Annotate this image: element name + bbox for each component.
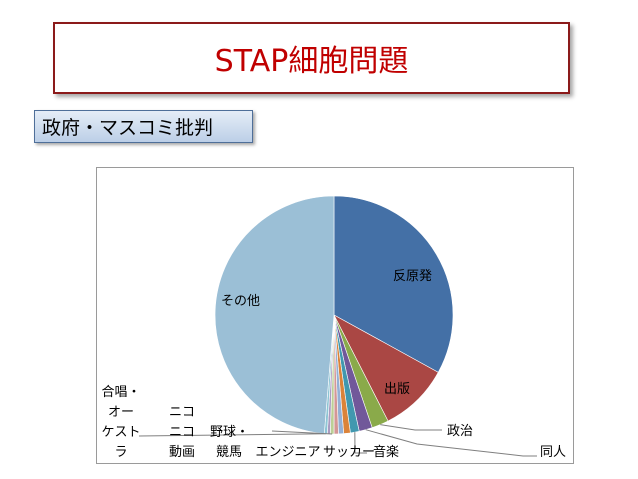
pie-slice-0 — [333, 195, 454, 373]
slice-label-3: 同人 — [540, 445, 566, 460]
slide-subtitle: 政府・マスコミ批判 — [42, 117, 214, 139]
slice-label-9: ニコニコ動画 — [169, 405, 195, 460]
leader-line-4 — [354, 432, 367, 454]
leader-line-3 — [365, 429, 537, 457]
slide-subtitle-box: 政府・マスコミ批判 — [34, 110, 253, 143]
chart-frame: 反原発出版 その他政治同人 音楽 サッカー エンジニア 競馬 野球・ ニコニコ動画 合唱・オーケ… — [96, 167, 574, 464]
slice-label-5: サッカー — [323, 445, 375, 460]
pie-slice-11 — [214, 195, 335, 434]
slide-title: STAP細胞問題 — [214, 44, 409, 79]
slice-label-6: エンジニア — [255, 445, 320, 460]
slide-title-box: STAP細胞問題 — [53, 22, 570, 94]
slice-label-10: 合唱・オーケストラ — [101, 385, 140, 460]
slice-label-4: 音楽 — [373, 444, 399, 460]
leader-line-2 — [380, 424, 442, 431]
slice-label-7: 競馬 — [216, 445, 242, 460]
slice-label-2: 政治 — [447, 424, 473, 439]
leader-line-10 — [138, 433, 326, 437]
slice-label-1: 出版 — [384, 382, 410, 397]
slice-label-11: その他 — [221, 294, 260, 309]
slice-label-8: 野球・ — [210, 425, 249, 440]
slice-label-0: 反原発 — [393, 269, 432, 284]
